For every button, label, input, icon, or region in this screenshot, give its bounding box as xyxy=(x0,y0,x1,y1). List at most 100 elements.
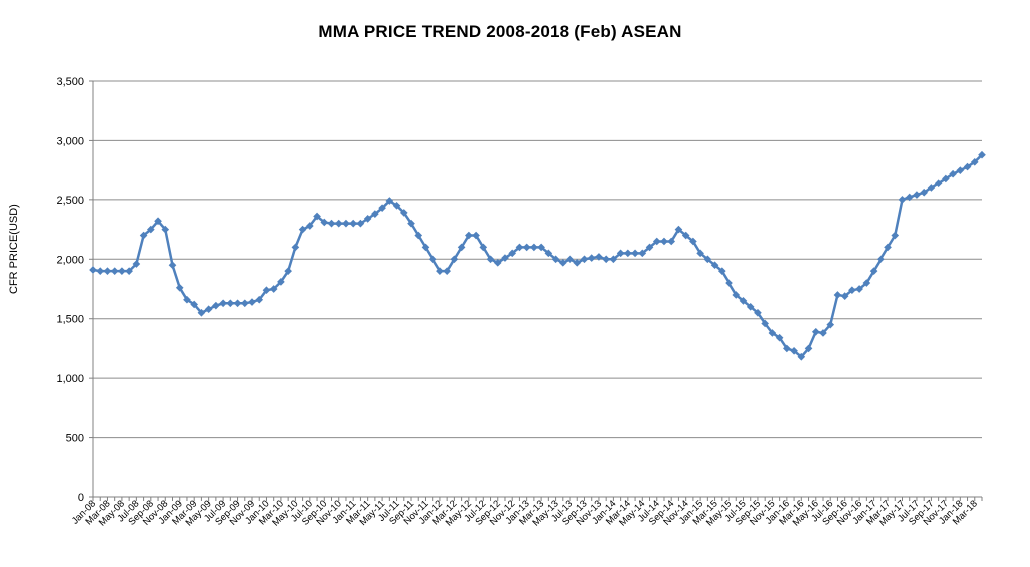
data-point-marker xyxy=(161,225,170,234)
data-point-marker xyxy=(262,286,271,295)
data-point-marker xyxy=(154,217,162,226)
data-point-marker xyxy=(544,249,553,258)
data-point-marker xyxy=(595,253,603,261)
gridlines xyxy=(93,80,982,439)
data-point-marker xyxy=(876,255,885,264)
data-point-marker xyxy=(696,249,704,258)
data-point-marker xyxy=(826,320,835,329)
data-point-marker xyxy=(783,344,791,353)
data-point-marker xyxy=(110,267,119,275)
data-point-marker xyxy=(212,301,220,310)
data-point-marker xyxy=(645,243,654,252)
data-point-marker xyxy=(349,219,358,228)
data-point-marker xyxy=(306,222,314,230)
data-point-marker xyxy=(689,237,697,246)
data-point-marker xyxy=(139,231,148,240)
data-point-marker xyxy=(334,219,343,228)
data-point-marker xyxy=(616,249,625,258)
data-point-marker xyxy=(956,166,965,174)
data-point-marker xyxy=(89,266,97,274)
data-point-marker xyxy=(551,255,560,264)
data-point-marker xyxy=(862,279,871,287)
data-point-marker xyxy=(754,308,762,317)
data-point-marker xyxy=(638,249,647,258)
data-point-marker xyxy=(927,184,936,192)
y-tick-labels: 0 500 1,000 1,500 2,000 2,500 3,000 3,500 xyxy=(56,76,84,504)
data-point-marker xyxy=(855,285,863,293)
data-point-marker xyxy=(421,243,430,252)
chart-title: MMA PRICE TREND 2008-2018 (Feb) ASEAN xyxy=(318,22,682,41)
data-point-marker xyxy=(573,259,582,267)
data-point-marker xyxy=(652,237,661,246)
data-point-marker xyxy=(898,196,907,204)
data-point-marker xyxy=(732,291,741,299)
data-point-marker xyxy=(219,299,227,308)
data-point-marker xyxy=(978,150,986,159)
data-point-marker xyxy=(277,278,285,286)
data-point-marker xyxy=(226,299,235,308)
data-point-marker xyxy=(949,169,957,178)
data-point-marker xyxy=(190,300,199,309)
data-point-marker xyxy=(96,267,105,275)
data-point-marker xyxy=(811,327,820,336)
data-point-marker xyxy=(746,303,755,311)
data-point-marker xyxy=(132,260,141,268)
data-point-marker xyxy=(797,352,806,361)
data-point-marker xyxy=(631,249,639,258)
data-point-marker xyxy=(848,286,856,295)
data-point-marker xyxy=(118,267,126,275)
data-point-marker xyxy=(399,209,408,217)
data-point-marker xyxy=(465,231,473,240)
data-point-marker xyxy=(739,297,748,305)
data-point-marker xyxy=(790,346,798,355)
data-point-marker xyxy=(768,329,777,337)
data-point-marker xyxy=(710,261,719,270)
y-tick-label: 2,000 xyxy=(56,254,84,266)
data-point-marker xyxy=(558,259,567,267)
data-point-marker xyxy=(703,255,712,264)
data-point-marker xyxy=(674,225,683,234)
data-point-marker xyxy=(963,162,972,171)
data-point-marker xyxy=(537,243,545,252)
series-line xyxy=(92,153,983,358)
data-point-marker xyxy=(291,243,300,252)
data-point-marker xyxy=(371,210,379,218)
data-point-marker xyxy=(320,218,329,227)
data-point-marker xyxy=(942,174,950,183)
data-point-marker xyxy=(681,231,690,240)
data-point-marker xyxy=(183,295,191,304)
data-point-marker xyxy=(501,254,509,262)
data-point-marker xyxy=(428,255,437,264)
data-point-marker xyxy=(392,201,401,210)
axes xyxy=(89,80,983,501)
data-point-marker xyxy=(522,243,531,252)
data-point-marker xyxy=(356,219,365,228)
data-point-marker xyxy=(602,255,610,264)
data-point-marker xyxy=(363,215,372,223)
data-point-marker xyxy=(240,299,249,308)
x-tick-labels: Jan-08Mar-08May-08Jul-08Sep-08Nov-08Jan-… xyxy=(70,498,980,528)
data-point-marker xyxy=(436,267,444,275)
data-point-marker xyxy=(414,231,423,240)
data-point-marker xyxy=(472,231,480,240)
data-point-marker xyxy=(284,267,292,275)
data-point-marker xyxy=(580,255,589,264)
data-point-marker xyxy=(970,157,979,166)
data-point-marker xyxy=(457,243,466,252)
data-point-marker xyxy=(342,219,350,228)
y-tick-label: 3,000 xyxy=(56,135,84,147)
data-point-marker xyxy=(407,219,415,228)
price-series xyxy=(89,150,986,361)
data-point-marker xyxy=(609,255,618,264)
y-tick-label: 3,500 xyxy=(56,76,84,88)
data-point-marker xyxy=(624,249,632,258)
data-point-marker xyxy=(819,329,827,337)
data-point-marker xyxy=(204,305,213,314)
data-point-marker xyxy=(587,254,596,262)
data-point-marker xyxy=(833,291,842,299)
data-point-marker xyxy=(269,285,278,293)
data-point-marker xyxy=(443,267,451,275)
data-point-marker xyxy=(891,231,900,240)
data-point-marker xyxy=(667,237,676,246)
